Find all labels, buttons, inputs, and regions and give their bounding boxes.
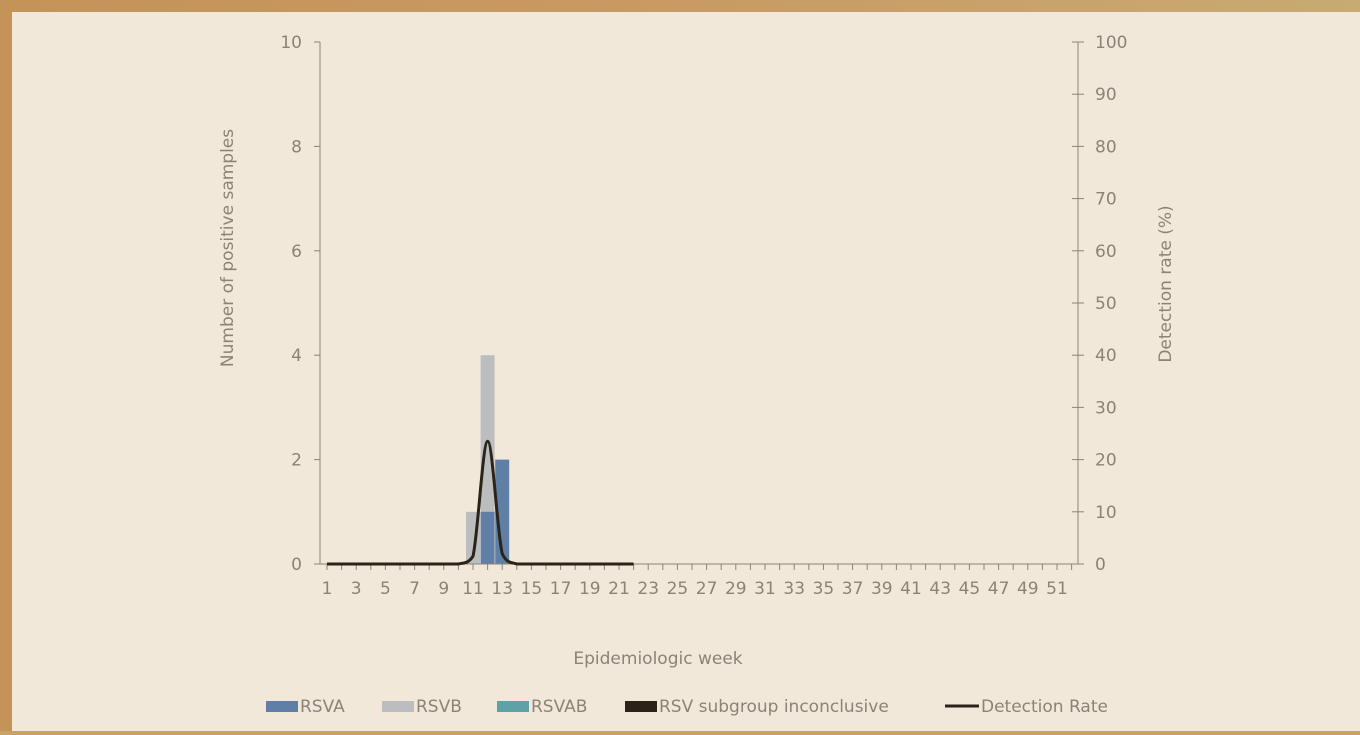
y-left-axis-label: Number of positive samples xyxy=(218,129,238,367)
x-tick-label: 37 xyxy=(842,579,864,599)
right-tick-label: 10 xyxy=(1095,503,1117,523)
right-tick-label: 20 xyxy=(1095,451,1117,471)
x-tick-label: 49 xyxy=(1017,579,1039,599)
left-tick-label: 4 xyxy=(291,346,302,366)
x-tick-label: 17 xyxy=(550,579,572,599)
x-tick-label: 35 xyxy=(813,579,835,599)
x-axis-ticks: 1 3 5 7 9 11 13 15 17 19 21 23 25 27 29 31 33 35 37 39 41 43 4… xyxy=(322,564,1073,599)
left-tick-label: 6 xyxy=(291,242,302,262)
x-tick-label: 5 xyxy=(380,579,391,599)
legend-label-rsvab: RSVAB xyxy=(531,697,587,717)
x-tick-label: 1 xyxy=(322,579,333,599)
x-tick-label: 9 xyxy=(438,579,449,599)
legend-label-detection-rate: Detection Rate xyxy=(981,697,1108,717)
right-tick-label: 0 xyxy=(1095,555,1106,575)
left-axis-ticks: 0 2 4 6 8 10 xyxy=(280,33,320,575)
axes-layer xyxy=(319,42,1079,565)
x-tick-label: 13 xyxy=(491,579,513,599)
right-tick-label: 80 xyxy=(1095,137,1117,157)
x-tick-label: 7 xyxy=(409,579,420,599)
chart-panel: 0 2 4 6 8 10 0 10 20 30 40 50 60 70 80 90 100 1 3 5 7 9 11 13… xyxy=(12,12,1360,731)
bars-layer xyxy=(466,355,510,564)
x-tick-label: 43 xyxy=(929,579,951,599)
x-tick-label: 11 xyxy=(462,579,484,599)
x-tick-label: 33 xyxy=(783,579,805,599)
legend-label-rsva: RSVA xyxy=(300,697,345,717)
legend-swatch-rsvab xyxy=(497,701,529,712)
bar-rsva-week-12 xyxy=(480,511,495,564)
x-tick-label: 21 xyxy=(608,579,630,599)
right-tick-label: 60 xyxy=(1095,242,1117,262)
x-tick-label: 31 xyxy=(754,579,776,599)
left-tick-label: 2 xyxy=(291,451,302,471)
x-tick-label: 45 xyxy=(959,579,981,599)
legend-label-rsv-subgroup-inconclusive: RSV subgroup inconclusive xyxy=(659,697,889,717)
right-tick-label: 30 xyxy=(1095,398,1117,418)
x-tick-label: 51 xyxy=(1046,579,1068,599)
x-tick-label: 27 xyxy=(696,579,718,599)
right-tick-label: 50 xyxy=(1095,294,1117,314)
right-tick-label: 100 xyxy=(1095,33,1127,53)
right-tick-label: 40 xyxy=(1095,346,1117,366)
right-tick-label: 70 xyxy=(1095,190,1117,210)
x-tick-label: 3 xyxy=(351,579,362,599)
legend-swatch-rsvb xyxy=(382,701,414,712)
x-tick-label: 25 xyxy=(667,579,689,599)
detection-rate-line xyxy=(327,439,634,566)
x-tick-label: 23 xyxy=(637,579,659,599)
x-axis-label: Epidemiologic week xyxy=(573,649,742,669)
left-tick-label: 0 xyxy=(291,555,302,575)
legend: RSVA RSVB RSVAB RSV subgroup inconclusive De… xyxy=(266,697,1108,717)
left-tick-label: 8 xyxy=(291,137,302,157)
x-tick-label: 39 xyxy=(871,579,893,599)
legend-label-rsvb: RSVB xyxy=(416,697,462,717)
right-tick-label: 90 xyxy=(1095,85,1117,105)
x-tick-label: 29 xyxy=(725,579,747,599)
x-tick-label: 19 xyxy=(579,579,601,599)
right-axis-ticks: 0 10 20 30 40 50 60 70 80 90 100 xyxy=(1072,33,1127,575)
x-tick-label: 47 xyxy=(988,579,1010,599)
detection-rate-layer xyxy=(327,439,634,566)
x-tick-label: 15 xyxy=(521,579,543,599)
legend-swatch-rsva xyxy=(266,701,298,712)
legend-swatch-rsv-subgroup-inconclusive xyxy=(625,701,657,712)
y-right-axis-label: Detection rate (%) xyxy=(1156,205,1176,362)
x-tick-label: 41 xyxy=(900,579,922,599)
left-tick-label: 10 xyxy=(280,33,302,53)
